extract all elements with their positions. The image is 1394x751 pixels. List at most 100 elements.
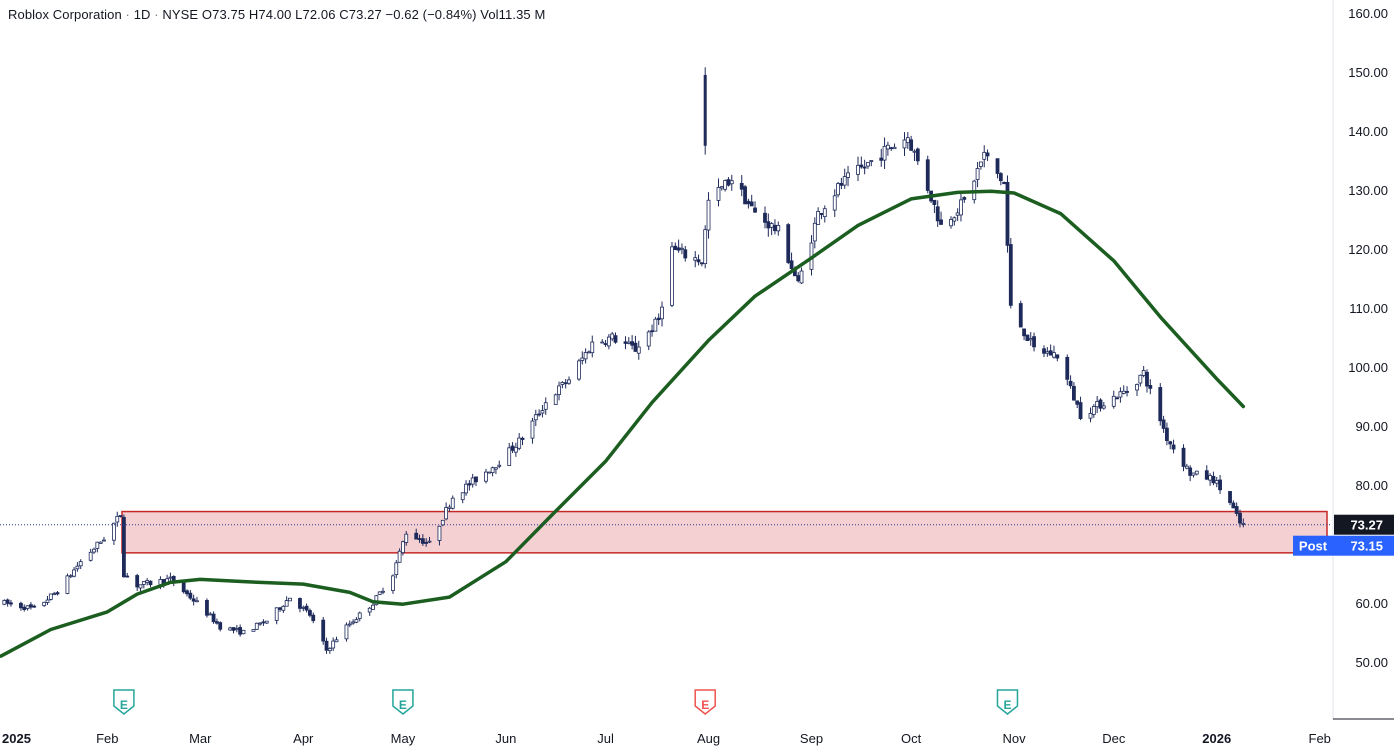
candle-body (487, 471, 492, 474)
earnings-badge[interactable]: E (113, 689, 135, 715)
x-tick-label: Sep (800, 731, 823, 746)
candle-body (985, 152, 990, 157)
candle-body (188, 592, 193, 599)
x-tick-label: Jun (495, 731, 516, 746)
earnings-badge-label: E (1003, 698, 1011, 712)
candle-body (580, 357, 585, 361)
candle-body (766, 221, 771, 229)
close-value: 73.27 (348, 7, 382, 22)
candle-body (251, 629, 256, 632)
support-zone[interactable] (121, 510, 1328, 554)
candle-body (208, 613, 213, 616)
candle-body (1168, 441, 1173, 445)
candle-body (181, 581, 186, 593)
y-tick-label: 100.00 (1348, 360, 1388, 375)
candle-body (9, 602, 13, 605)
candle-body (122, 516, 126, 578)
candle-body (882, 145, 887, 161)
candle-body (95, 541, 100, 549)
post-tag-label: Post (1299, 539, 1328, 554)
candle-body (1161, 419, 1166, 429)
candle-body (1065, 356, 1070, 380)
candle-body (975, 168, 980, 180)
earnings-badge[interactable]: E (996, 689, 1019, 715)
candle-body (284, 600, 289, 607)
x-tick-label: May (391, 731, 416, 746)
candle-body (444, 507, 449, 520)
candle-body (357, 612, 362, 619)
candle-body (706, 199, 711, 231)
candle-body (982, 151, 987, 160)
candle-body (1068, 380, 1073, 387)
candle-body (1188, 467, 1193, 476)
candle-body (832, 195, 837, 211)
candle-body (1048, 350, 1053, 356)
candle-body (553, 394, 558, 405)
post-price-tag[interactable]: Post 73.15 (1293, 535, 1394, 556)
moving-average-line[interactable] (0, 189, 1246, 658)
earnings-badge[interactable]: E (694, 689, 716, 715)
candle-body (510, 445, 515, 451)
header-separator: · (154, 7, 159, 22)
candle-body (866, 161, 870, 167)
candle-body (560, 382, 565, 385)
candle-body (812, 222, 817, 242)
earnings-badge-shape (392, 689, 414, 715)
candle-body (381, 590, 385, 593)
candle-body (1042, 348, 1046, 354)
candle-body (786, 224, 791, 263)
symbol-name[interactable]: Roblox Corporation (8, 7, 122, 22)
candle-body (646, 331, 651, 347)
candle-body (650, 330, 654, 333)
candle-body (1111, 395, 1116, 407)
candle-body (769, 223, 774, 228)
candle-body (231, 627, 236, 631)
last-price-tag-bg (1334, 514, 1394, 535)
high-label: H (248, 7, 259, 22)
x-tick-label: 2025 (2, 731, 31, 746)
candle-body (959, 199, 963, 216)
last-price-tag[interactable]: 73.27 (1334, 514, 1394, 535)
candle-body (304, 605, 309, 611)
candle-body (145, 580, 150, 583)
x-tick-label: Oct (901, 731, 922, 746)
candle-body (102, 539, 106, 542)
candle-body (1095, 401, 1100, 408)
interval-label[interactable]: 1D (133, 7, 151, 22)
y-tick-label: 90.00 (1355, 419, 1388, 434)
candle-body (603, 343, 608, 345)
candle-body (633, 342, 638, 352)
candle-body (776, 224, 781, 232)
candle-body (92, 548, 96, 553)
earnings-badge[interactable]: E (392, 689, 414, 715)
y-tick-label: 110.00 (1349, 301, 1388, 316)
candle-body (1005, 181, 1010, 246)
candle-body (889, 147, 894, 150)
candle-body (653, 318, 658, 332)
candle-body (1158, 387, 1163, 422)
candle-body (5, 599, 10, 604)
candle-body (1045, 351, 1050, 354)
earnings-badge-label: E (701, 698, 709, 712)
candle-body (281, 605, 286, 611)
candle-body (288, 597, 292, 602)
candle-body (437, 525, 442, 541)
time-axis: 2025 Feb Mar Apr May Jun Jul Aug Sep Oct Nov Dec 202… (2, 718, 1394, 746)
candle-body (1184, 465, 1189, 469)
candle-body (590, 341, 595, 354)
candle-body (1115, 397, 1119, 400)
candle-body (228, 627, 233, 631)
candle-body (839, 182, 844, 186)
x-tick-label: 2026 (1202, 731, 1231, 746)
candle-body (673, 245, 678, 251)
candle-body (25, 605, 30, 609)
candle-body (670, 246, 674, 306)
exchange-label: NYSE (162, 7, 199, 22)
candle-body (1204, 470, 1209, 480)
header-separator: · (125, 7, 130, 22)
support-zone-layer (121, 510, 1328, 554)
candle-body (347, 623, 352, 626)
candle-body (19, 602, 23, 609)
candle-body (65, 575, 70, 594)
